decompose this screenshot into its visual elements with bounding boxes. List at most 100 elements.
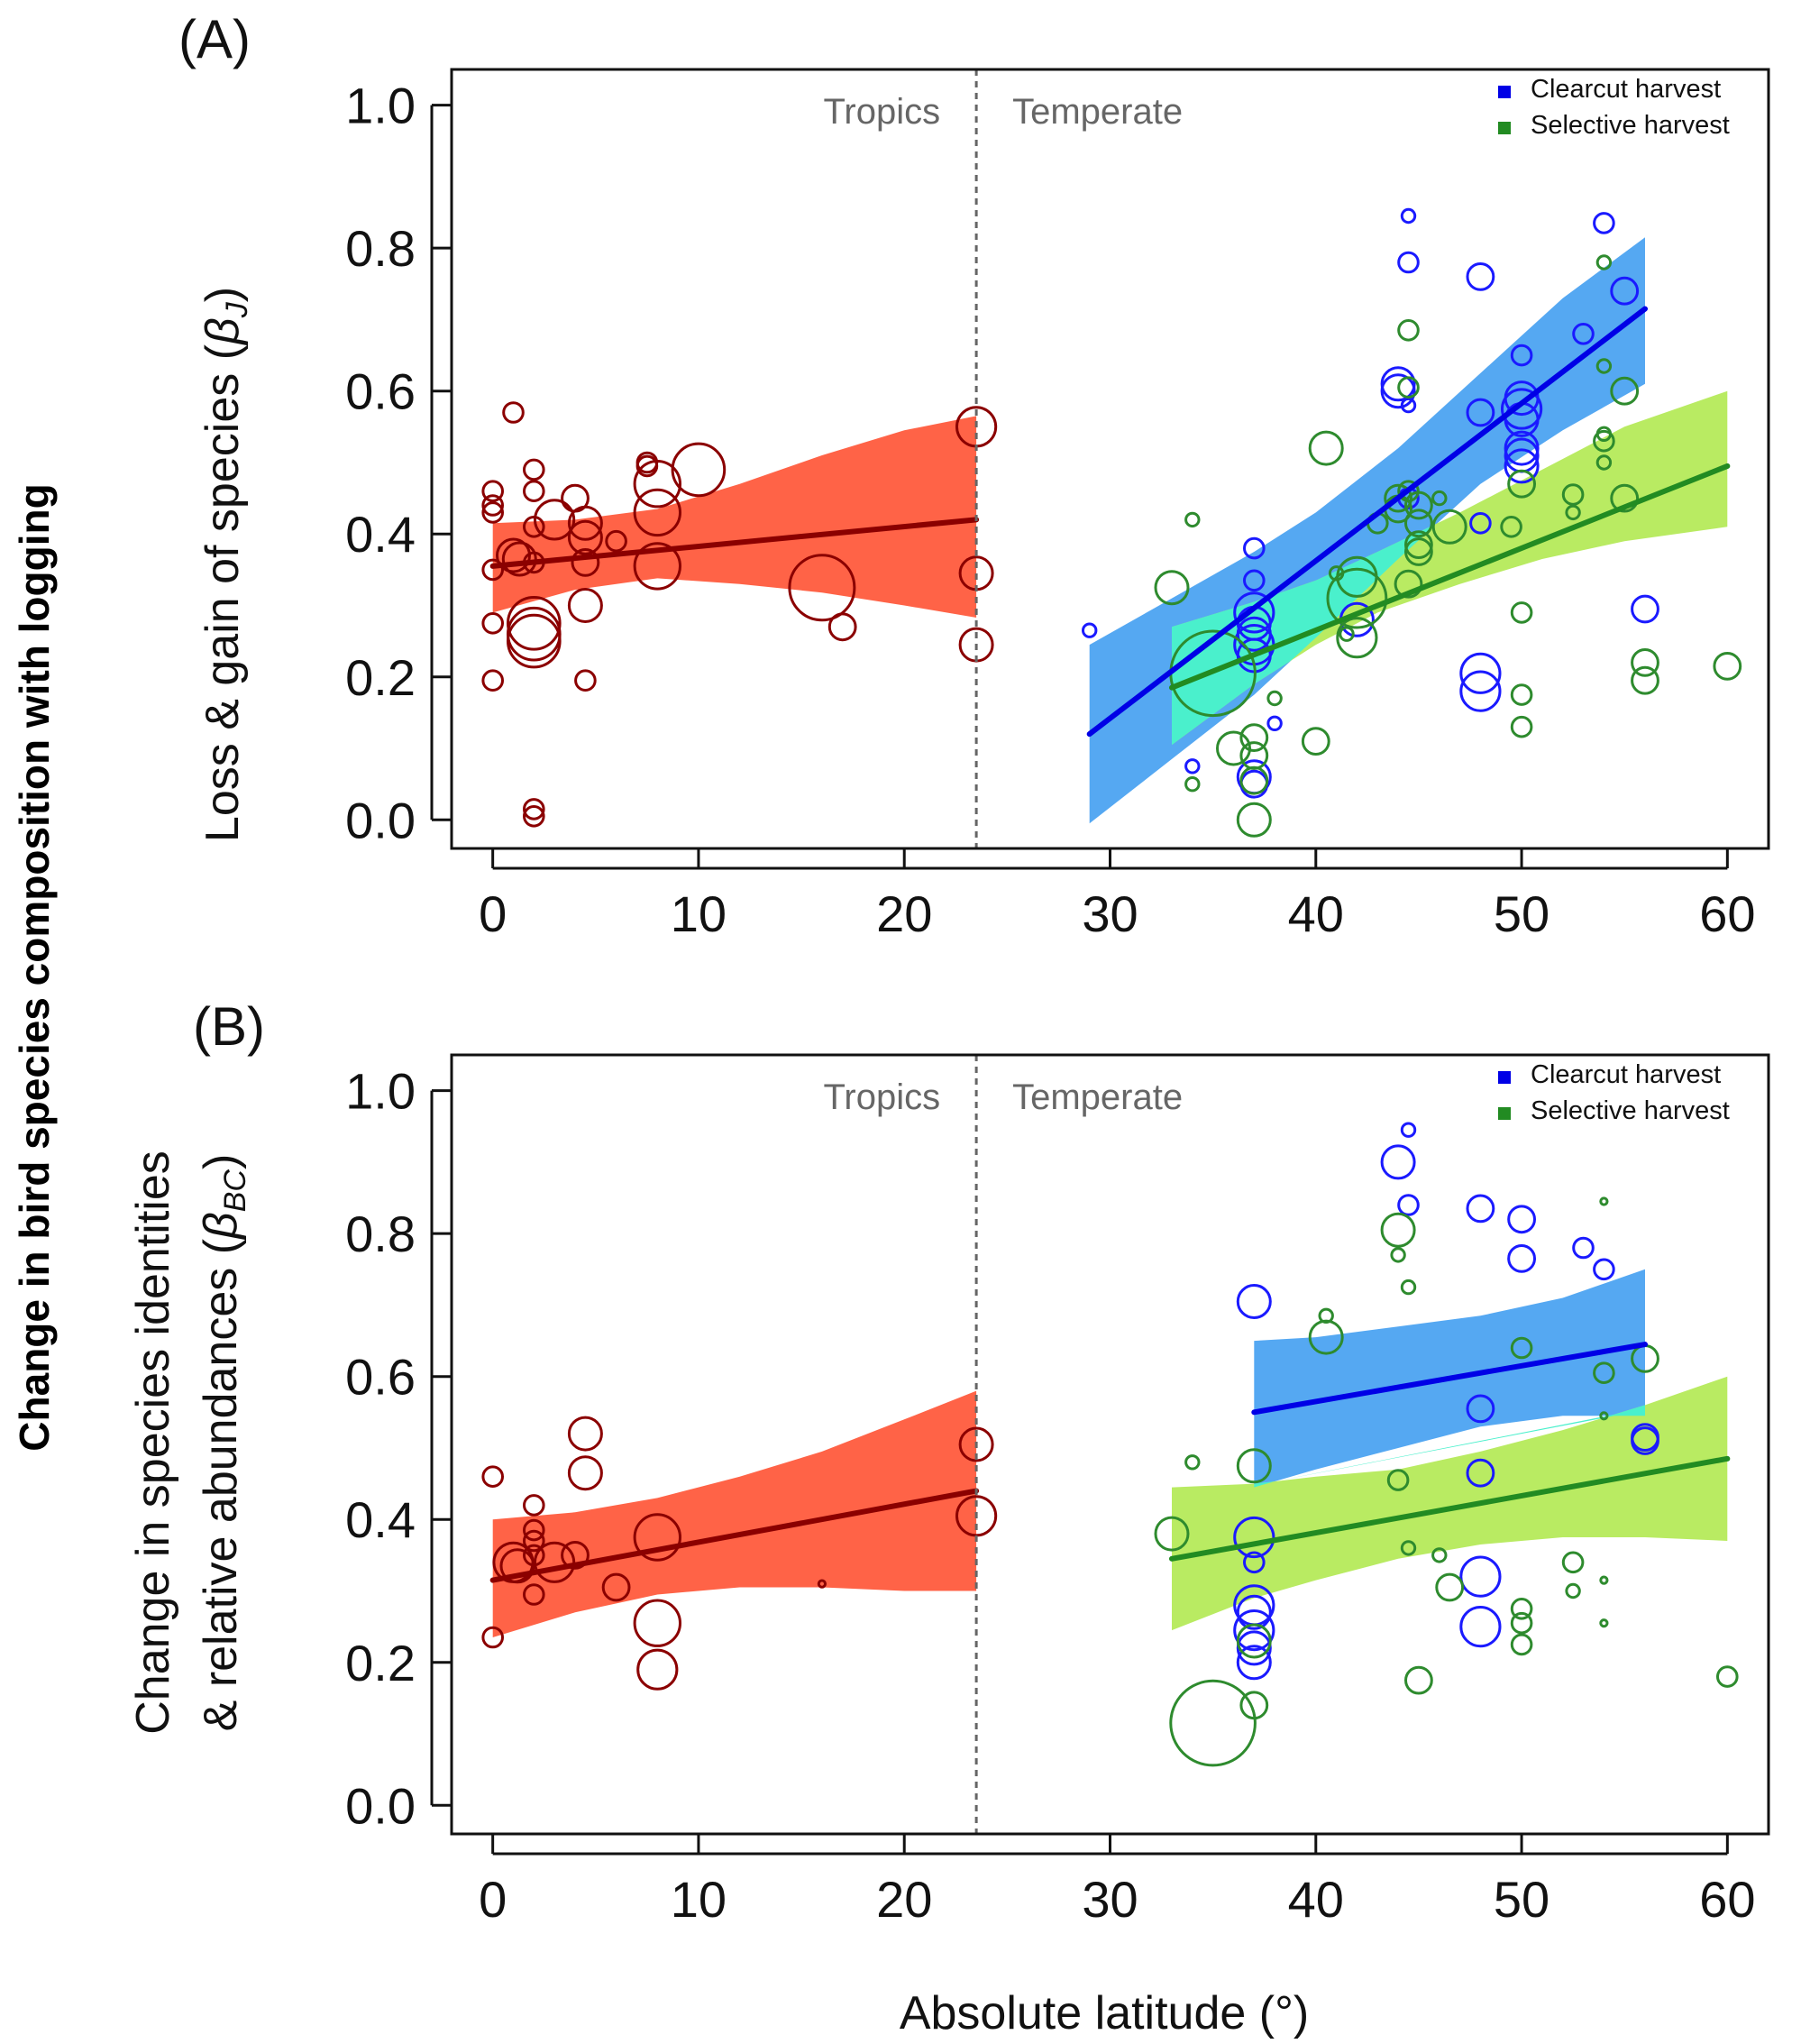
panel-a-selective-point: [1216, 730, 1251, 766]
panel-a-clearcut-point: [1469, 512, 1492, 535]
panel-a-selective-point: [1384, 483, 1412, 513]
panel-b-tropics-point: [481, 1626, 505, 1649]
panel-a-x-tick-label: 0: [479, 885, 507, 942]
panel-b-selective-point: [1184, 1454, 1201, 1471]
panel-a-x-tick-label: 60: [1699, 885, 1755, 942]
panel-a-selective-point: [1595, 358, 1613, 374]
panel-a-y-tick-label: 0.8: [345, 220, 416, 277]
panel-a-clearcut-point: [1593, 212, 1615, 234]
panel-a-clearcut-point: [1266, 715, 1283, 731]
panel-a-selective-ci-band: [1172, 390, 1728, 746]
panel-b-tropics-point: [567, 1455, 603, 1491]
panel-a-selective-point: [1404, 537, 1433, 566]
panel-b-selective-point: [1716, 1665, 1739, 1688]
panel-a-tropics-point: [523, 805, 545, 828]
panel-a-legend-swatch-selective: [1498, 122, 1511, 134]
panel-a-selective-point: [1154, 570, 1190, 606]
x-axis-title: Absolute latitude (°): [900, 1987, 1309, 2039]
panel-a-region-temperate: Temperate: [1012, 92, 1183, 132]
panel-b-tropics-point: [601, 1572, 631, 1602]
panel-b-tropics-point: [523, 1494, 545, 1517]
panel-a-tropics-point: [633, 542, 681, 591]
panel-a-tropics-point: [635, 454, 659, 478]
panel-a-clearcut-point: [1380, 366, 1416, 402]
panel-b-x-tick-label: 40: [1288, 1871, 1344, 1928]
panel-b: (B) Change in species identities & relat…: [127, 996, 1770, 1928]
panel-b-y-tick-label: 0.0: [345, 1777, 416, 1834]
panel-a-selective-point: [1561, 483, 1585, 506]
panel-a-tropics-point: [481, 558, 505, 582]
panel-a-x-tick-label: 30: [1082, 885, 1138, 942]
panel-a-tropics-point: [574, 669, 597, 692]
panel-a-selective-point: [1595, 254, 1613, 270]
panel-a-tropics-point: [534, 499, 576, 541]
panel-a-clearcut-point: [1510, 344, 1533, 367]
panel-b-y-axis-title-line1: Change in species identities: [127, 1150, 179, 1735]
panel-b-clearcut-point: [1572, 1236, 1595, 1260]
panel-a-clearcut-point: [1397, 251, 1420, 274]
panel-a-tropics-point: [502, 401, 525, 424]
panel-b-selective-ci-band: [1172, 1376, 1728, 1631]
panel-b-clearcut-point: [1236, 1630, 1272, 1666]
panel-b-tropics-point: [523, 1529, 545, 1553]
panel-a-x-tick-label: 20: [876, 885, 932, 942]
panel-a-clearcut-point: [1610, 276, 1640, 306]
panel-b-selective-point: [1593, 1361, 1615, 1384]
panel-a-clearcut-point: [1459, 652, 1502, 694]
panel-b-tropics-trend-line: [489, 1488, 980, 1583]
panel-a-tropics-point: [567, 519, 603, 555]
panel-b-selective-point: [1510, 1633, 1533, 1656]
panel-a-clearcut-point: [1631, 594, 1659, 624]
panel-b-selective-point: [1236, 1448, 1272, 1484]
panel-a-clearcut-point: [1400, 207, 1417, 225]
panel-b-tropics-point: [955, 1495, 998, 1537]
panel-b-selective-point: [1599, 1618, 1609, 1628]
panel-b-tropics-point: [561, 1541, 590, 1570]
panel-a-selective-point: [1404, 509, 1433, 538]
panel-b-tropics-point: [567, 1416, 603, 1452]
panel-a-selective-point: [1266, 690, 1283, 707]
panel-a-tropics-trend-line: [489, 517, 980, 569]
panel-a-tropics-point: [523, 480, 545, 503]
panel-b-selective-point: [1404, 1665, 1433, 1695]
panel-a-clearcut-point: [1459, 670, 1502, 712]
panel-b-y-tick-label: 0.2: [345, 1635, 416, 1691]
panel-a-clearcut-point: [1466, 262, 1495, 291]
panel-a-selective-point: [1631, 648, 1659, 677]
panel-b-selective-trend-line: [1168, 1455, 1731, 1562]
panel-b-x-tick-label: 20: [876, 1871, 932, 1928]
panel-a-y-tick-label: 0.4: [345, 506, 416, 563]
panel-b-selective-point: [1431, 1547, 1448, 1563]
panel-b-tropics-point: [633, 1513, 681, 1562]
panel-a-legend-swatch-clearcut: [1498, 86, 1511, 98]
panel-a-clearcut-trend-line: [1086, 306, 1649, 738]
panel-a-selective-point: [1184, 776, 1201, 793]
panel-b-tropics-point: [958, 1426, 994, 1462]
panel-b-clearcut-point: [1233, 1609, 1275, 1652]
panel-a-selective-point: [1610, 483, 1640, 513]
panel-b-clearcut-point: [1459, 1606, 1502, 1648]
panel-a-y-tick-label: 1.0: [345, 78, 416, 134]
panel-a-tropics-point: [481, 612, 505, 635]
panel-b-clearcut-point: [1593, 1258, 1615, 1281]
panel-b-legend-label-clearcut: Clearcut harvest: [1531, 1060, 1721, 1089]
panel-a-tropics-point: [788, 554, 856, 622]
panel-a-selective-point: [1500, 516, 1522, 538]
panel-b-x-tick-label: 60: [1699, 1871, 1755, 1928]
panel-b-selective-point: [1599, 1196, 1609, 1206]
panel-b-selective-point: [1510, 1611, 1533, 1635]
panel-a-selective-point: [1404, 490, 1433, 520]
panel-b-clearcut-point: [1400, 1122, 1417, 1138]
panel-b-selective-point: [1565, 1582, 1581, 1599]
panel-b-y-tick-label: 0.4: [345, 1491, 416, 1548]
panel-b-tropics-point: [633, 1599, 681, 1647]
panel-a-tropics-point: [567, 588, 603, 623]
panel-a-selective-point: [1397, 319, 1420, 342]
panel-a-selective-point: [1593, 429, 1615, 453]
panel-a-selective-point: [1631, 665, 1659, 695]
panel-a-clearcut-point: [1380, 373, 1416, 409]
panel-a-clearcut-point: [1082, 622, 1098, 638]
panel-a-clearcut-point: [1243, 536, 1266, 560]
panel-b-y-tick-label: 0.6: [345, 1349, 416, 1406]
panel-a-tropics-point: [501, 541, 537, 577]
